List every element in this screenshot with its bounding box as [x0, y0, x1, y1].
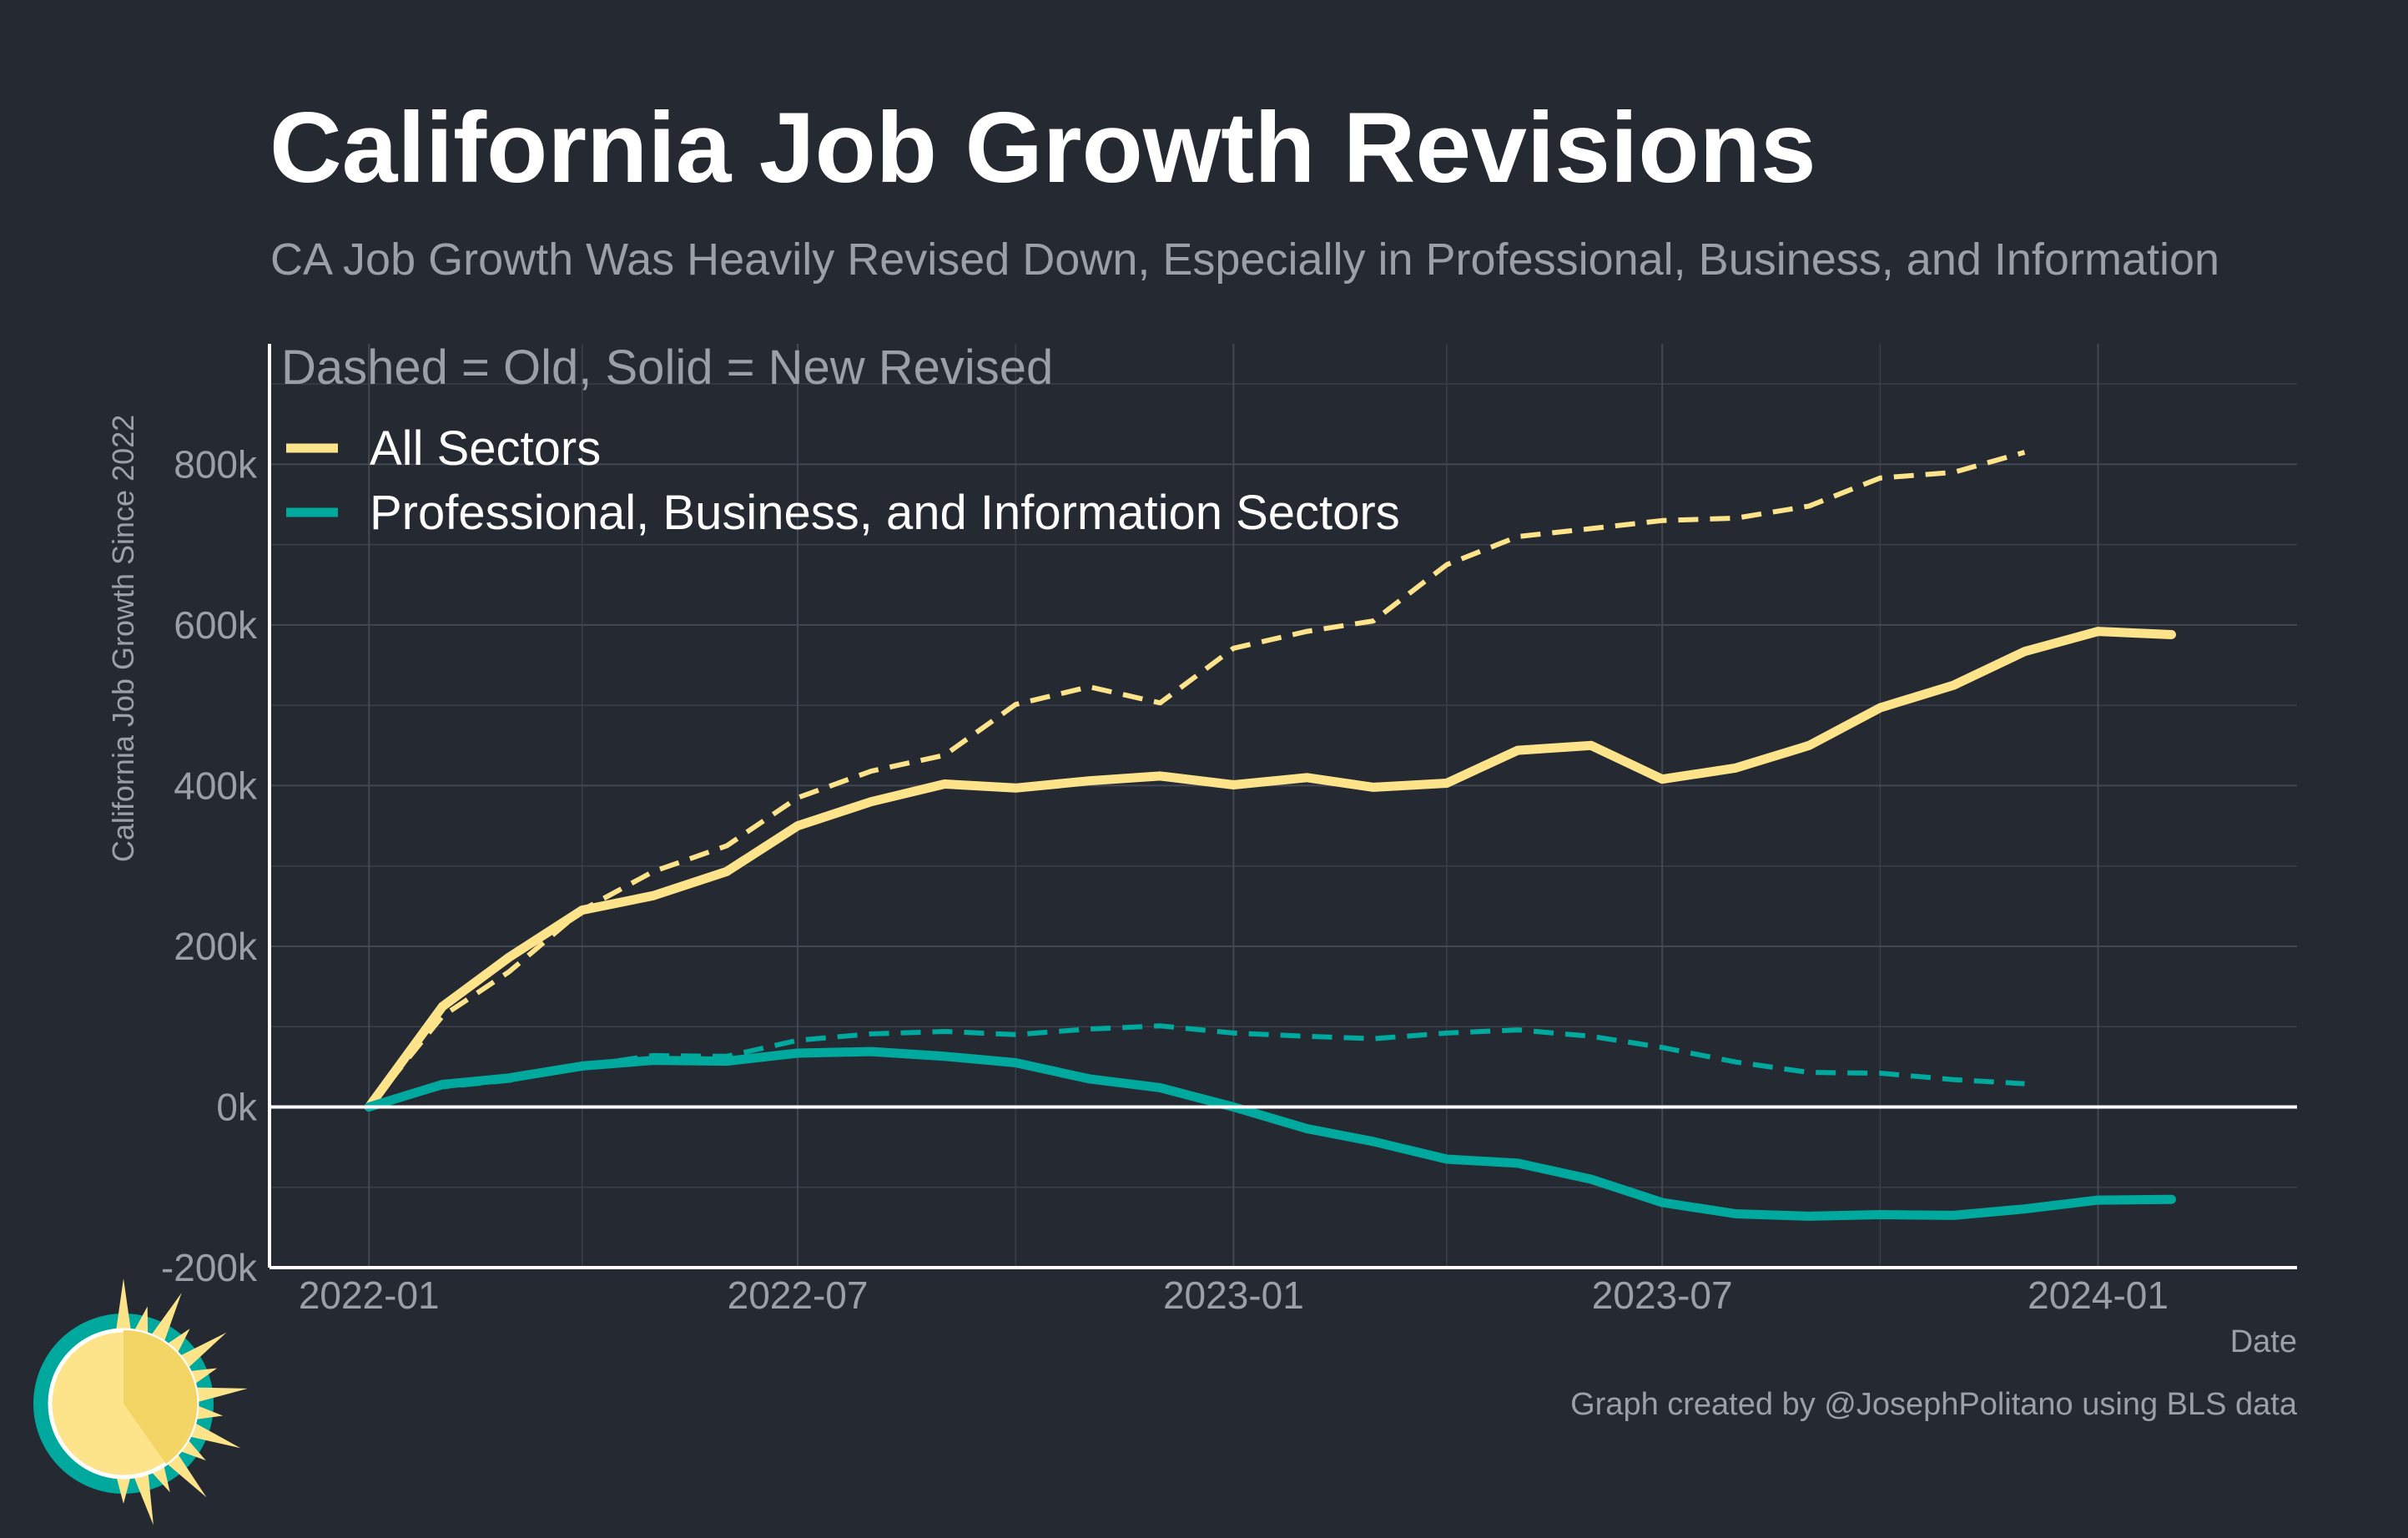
chart-title: California Job Growth Revisions	[270, 92, 1816, 204]
sun-logo-icon	[33, 1278, 248, 1525]
y-tick-label: 600k	[174, 603, 258, 647]
series-line-all-sectors-dashed	[366, 450, 2026, 1109]
x-tick-label: 2024-01	[2028, 1273, 2169, 1317]
x-tick-label: 2022-07	[728, 1273, 869, 1317]
grid-minor	[270, 344, 2297, 1268]
x-tick-label: 2022-01	[299, 1273, 440, 1317]
x-tick-label: 2023-07	[1592, 1273, 1733, 1317]
series-lines	[364, 450, 2176, 1221]
legend-label-all-sectors: All Sectors	[370, 421, 601, 476]
chart-subtitle: CA Job Growth Was Heavily Revised Down, …	[270, 234, 2220, 285]
x-axis-ticks: 2022-01 2022-07 2023-01 2023-07 2024-01	[299, 1273, 2169, 1317]
y-tick-label: 200k	[174, 925, 258, 968]
source-caption: Graph created by @JosephPolitano using B…	[1570, 1387, 2297, 1422]
legend-label-professional: Professional, Business, and Information …	[370, 486, 1400, 540]
series-line-all-sectors-solid	[364, 627, 2176, 1112]
y-axis-label: California Job Growth Since 2022	[106, 415, 140, 862]
series-line-professional-dashed	[368, 1023, 2025, 1110]
y-axis-ticks: -200k 0k 200k 400k 600k 800k	[161, 442, 258, 1289]
legend: Dashed = Old, Solid = New Revised All Se…	[281, 340, 1400, 540]
legend-title: Dashed = Old, Solid = New Revised	[281, 340, 1053, 395]
y-tick-label: 0k	[216, 1085, 258, 1128]
y-tick-label: 400k	[174, 764, 258, 807]
series-line-professional-solid	[364, 1046, 2176, 1221]
y-tick-label: 800k	[174, 442, 258, 486]
grid-major	[270, 344, 2297, 1268]
x-tick-label: 2023-01	[1163, 1273, 1304, 1317]
x-axis-label: Date	[2230, 1324, 2297, 1359]
y-tick-label: -200k	[161, 1246, 258, 1289]
